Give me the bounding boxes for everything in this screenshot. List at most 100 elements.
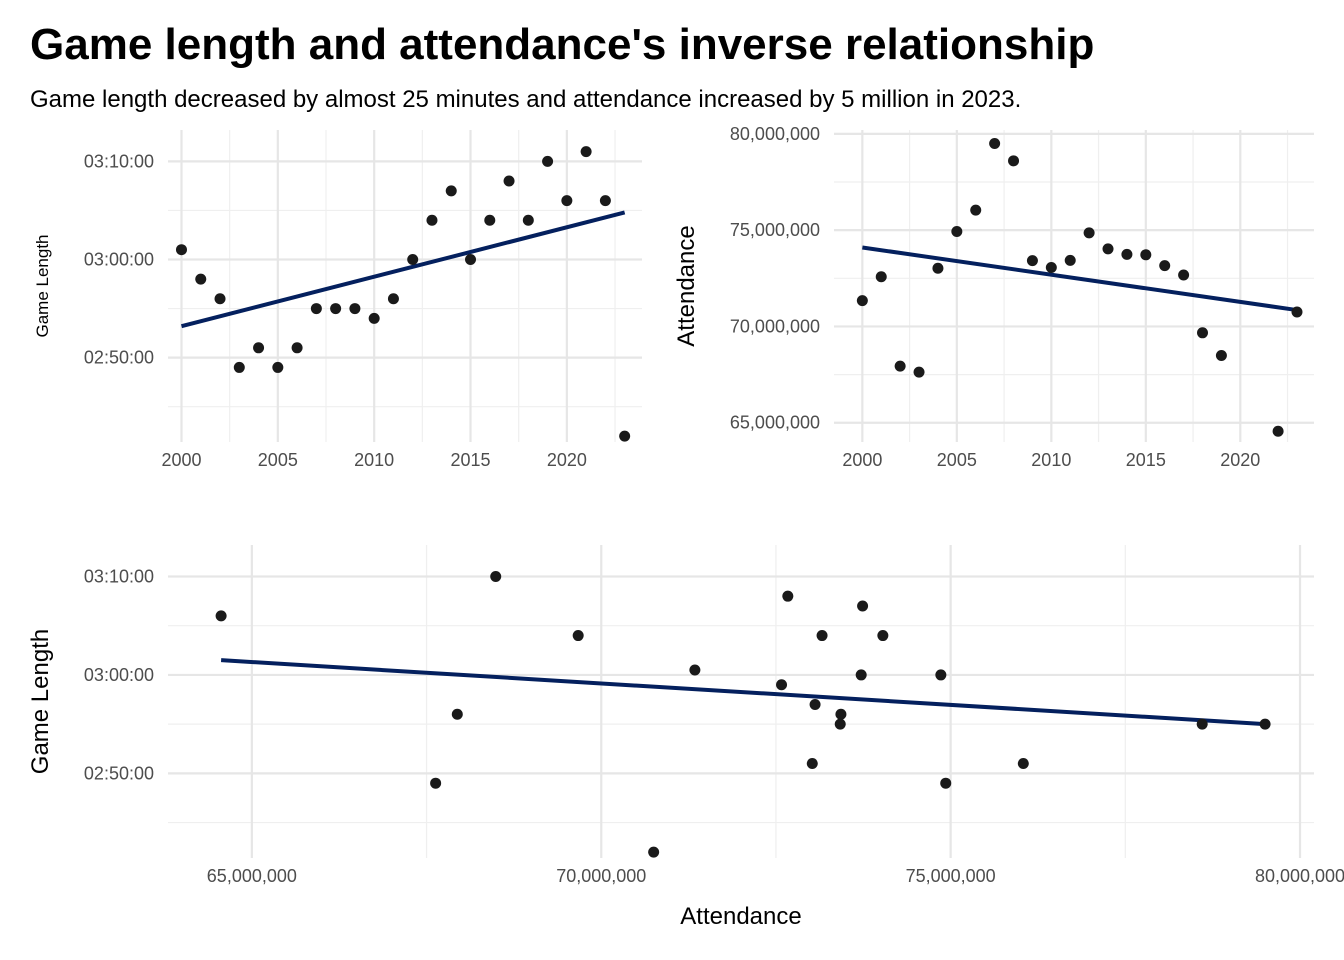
chart-1-data-point: [233, 361, 245, 373]
chart-1-data-point: [599, 195, 611, 207]
chart-3-data-point: [776, 679, 788, 691]
chart-3-data-point: [451, 708, 463, 720]
chart-3-trend-line: [220, 658, 1266, 727]
chart-1-y-tick-label: 03:10:00: [84, 151, 154, 171]
chart-2-data-point: [970, 204, 982, 216]
chart-3-x-tick-label: 80,000,000: [1255, 866, 1344, 886]
chart-1-data-point: [195, 273, 207, 285]
chart-3-y-axis-title: Game Length: [27, 629, 54, 774]
chart-1-data-point: [465, 254, 477, 266]
chart-2-x-tick-label: 2000: [842, 450, 882, 470]
chart-3-data-point: [857, 600, 869, 612]
chart-2-data-point: [875, 271, 887, 283]
chart-3-data-point: [877, 630, 889, 642]
chart-3-data-point: [572, 630, 584, 642]
chart-2-data-point: [1045, 262, 1057, 274]
chart-2-x-tick-label: 2005: [937, 450, 977, 470]
panel-game-length-by-attendance: 65,000,000 70,000,000 75,000,000 80,000,000…: [27, 545, 1344, 930]
chart-1-data-point: [330, 303, 342, 315]
chart-2-data-point: [1272, 425, 1284, 437]
chart-1-data-point: [291, 342, 303, 354]
chart-3-data-point: [834, 718, 846, 730]
chart-1-data-point: [349, 303, 361, 315]
chart-2-x-tick-label: 2015: [1126, 450, 1166, 470]
chart-3-data-point: [835, 708, 847, 720]
chart-3-data-point: [1017, 758, 1029, 770]
chart-2-data-point: [894, 360, 906, 372]
chart-1-y-tick-label: 02:50:00: [84, 348, 154, 368]
chart-1-data-point: [561, 195, 573, 207]
chart-3-data-point: [689, 664, 701, 676]
chart-2-data-point: [1215, 350, 1227, 362]
chart-3-y-tick-label: 03:10:00: [84, 566, 154, 586]
chart-3-x-axis-title: Attendance: [680, 903, 801, 930]
chart-3-x-tick-label: 70,000,000: [556, 866, 646, 886]
chart-3-x-tick-label: 65,000,000: [207, 866, 297, 886]
chart-1-data-point: [484, 214, 496, 226]
chart-2-data-point: [1026, 255, 1038, 267]
chart-1-data-point: [368, 312, 380, 324]
chart-1-trend-line: [180, 210, 626, 329]
chart-3-data-point: [809, 698, 821, 710]
chart-2-data-point: [1159, 260, 1171, 272]
chart-1-data-point: [445, 185, 457, 197]
chart-2-data-point: [1102, 243, 1114, 255]
chart-1-data-point: [619, 430, 631, 442]
chart-1-data-point: [387, 293, 399, 305]
chart-1-data-point: [542, 155, 554, 167]
chart-1-x-tick-label: 2020: [547, 450, 587, 470]
chart-1-x-tick-label: 2010: [354, 450, 394, 470]
chart-3-data-point: [648, 846, 660, 858]
chart-3-y-tick-label: 02:50:00: [84, 763, 154, 783]
chart-2-data-point: [932, 262, 944, 274]
chart-1-data-point: [253, 342, 265, 354]
chart-1-x-tick-label: 2005: [258, 450, 298, 470]
chart-3-data-point: [940, 777, 952, 789]
chart-1-data-point: [272, 361, 284, 373]
chart-1-data-point: [407, 254, 419, 266]
chart-2-y-tick-label: 80,000,000: [730, 124, 820, 144]
chart-2-trend-line: [862, 245, 1298, 313]
chart-1-data-point: [580, 146, 592, 158]
chart-3-y-tick-label: 03:00:00: [84, 665, 154, 685]
chart-1-data-point: [426, 214, 438, 226]
chart-2-y-tick-label: 70,000,000: [730, 316, 820, 336]
chart-1-data-point: [522, 214, 534, 226]
chart-1-data-point: [175, 244, 187, 256]
chart-1-data-point: [310, 303, 322, 315]
chart-3-data-point: [806, 758, 818, 770]
chart-3-data-point: [782, 590, 794, 602]
chart-2-y-tick-label: 75,000,000: [730, 220, 820, 240]
chart-3-data-point: [490, 570, 502, 582]
chart-2-data-point: [1291, 306, 1303, 318]
chart-2-data-point: [1140, 249, 1152, 261]
chart-2-data-point: [1083, 227, 1095, 239]
chart-1-data-point: [214, 293, 226, 305]
chart-2-x-tick-label: 2020: [1220, 450, 1260, 470]
chart-3-data-point: [430, 777, 442, 789]
chart-3-data-point: [855, 669, 867, 681]
panel-attendance-by-year: 2000 2005 2010 2015 2020 65,000,000 70,000,000…: [673, 124, 1314, 470]
chart-2-y-tick-label: 65,000,000: [730, 413, 820, 433]
chart-2-data-point: [1008, 155, 1020, 167]
chart-2-y-axis-title: Attendance: [673, 225, 700, 346]
chart-3-data-point: [935, 669, 947, 681]
chart-2-x-tick-label: 2010: [1031, 450, 1071, 470]
chart-1-x-tick-label: 2015: [450, 450, 490, 470]
chart-3-x-tick-label: 75,000,000: [906, 866, 996, 886]
chart-3-data-point: [1196, 718, 1208, 730]
chart-3-data-point: [1259, 718, 1271, 730]
chart-3-data-point: [816, 630, 828, 642]
chart-2-data-point: [856, 295, 868, 307]
panel-game-length-by-year: 2000 2005 2010 2015 2020 02:50:00 03:00:00 03:1…: [33, 130, 642, 470]
chart-2-data-point: [989, 137, 1001, 149]
chart-1-y-tick-label: 03:00:00: [84, 250, 154, 270]
chart-2-data-point: [913, 366, 925, 378]
chart-title: Game length and attendance's inverse rel…: [30, 20, 1095, 69]
chart-1-y-axis-title: Game Length: [33, 234, 52, 337]
chart-subtitle: Game length decreased by almost 25 minut…: [30, 86, 1022, 113]
chart-1-data-point: [503, 175, 515, 187]
chart-2-data-point: [1121, 248, 1133, 260]
chart-2-data-point: [1178, 269, 1190, 281]
